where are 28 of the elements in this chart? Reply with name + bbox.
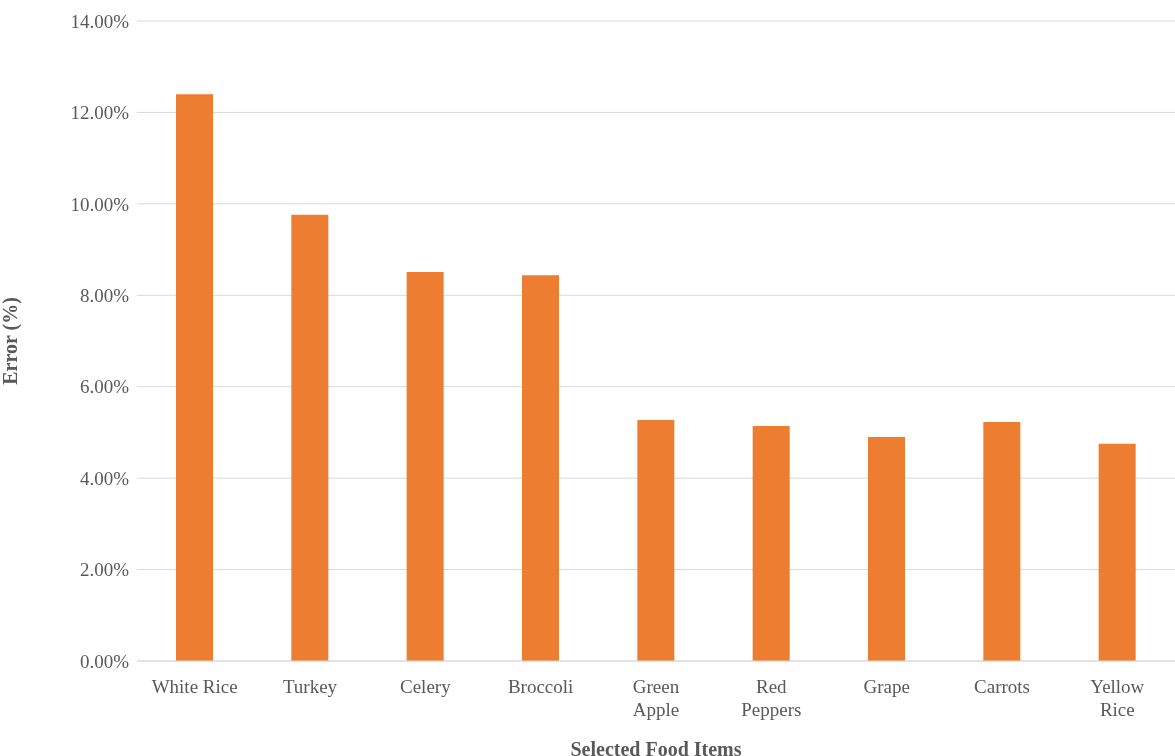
x-axis-title: Selected Food Items <box>570 738 742 756</box>
x-tick-label: Red Peppers <box>741 676 802 720</box>
bar <box>868 437 905 661</box>
y-tick-label: 8.00% <box>79 285 130 307</box>
y-axis-title: Error (%) <box>0 297 23 385</box>
x-tick-label: White Rice <box>151 676 238 697</box>
y-tick-label: 0.00% <box>79 650 130 672</box>
y-tick-label: 2.00% <box>79 559 130 581</box>
bar <box>983 421 1021 661</box>
y-tick-label: 6.00% <box>79 376 130 398</box>
x-tick-label: Broccoli <box>507 676 574 697</box>
x-tick-label: Grape <box>863 676 910 697</box>
bar <box>291 214 329 661</box>
bar <box>637 420 675 661</box>
y-tick-label: 4.00% <box>79 467 130 489</box>
bar <box>752 426 790 661</box>
x-tick-label: Celery <box>400 676 452 697</box>
x-tick-label: Turkey <box>282 676 338 697</box>
x-tick-label: Yellow Rice <box>1090 676 1145 720</box>
x-tick-label: Green Apple <box>632 676 680 720</box>
bar <box>522 275 559 661</box>
y-tick-label: 14.00% <box>70 10 130 32</box>
bar <box>176 94 213 661</box>
y-tick-label: 12.00% <box>70 102 130 124</box>
bar <box>406 271 444 661</box>
x-tick-label: Carrots <box>974 676 1030 697</box>
bar <box>1098 443 1136 661</box>
y-tick-label: 10.00% <box>70 193 130 215</box>
